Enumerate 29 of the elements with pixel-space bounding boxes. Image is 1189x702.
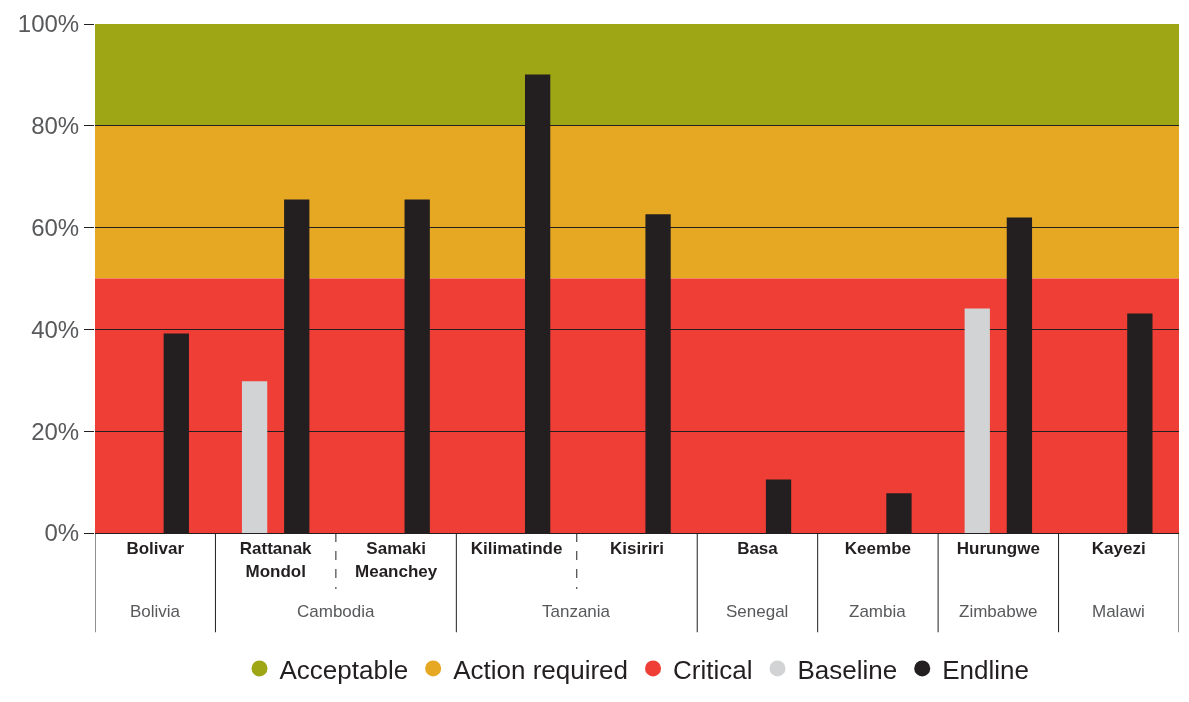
legend-label: Baseline [797,654,898,685]
text: Tanzania [542,602,611,621]
text: Senegal [726,602,789,621]
y-tick-label: 60% [31,214,80,241]
legend-label: Critical [673,654,753,685]
legend-label: Endline [942,654,1029,685]
x-tick-label: Hurungwe [956,539,1040,559]
y-tick-label: 40% [31,315,80,343]
y-tick-label: 80% [31,112,80,140]
text: Cambodia [297,602,376,621]
x-tick-label: Samaki Meanchey [355,539,438,581]
legend-label: Acceptable [279,654,409,685]
x-tick-label: Bolivar [126,539,185,559]
bar [241,381,268,533]
text: Zambia [849,602,907,621]
x-tick-label: Kayezi [1091,539,1146,559]
legend-label: Action required [453,654,629,685]
x-tick-label: Kilimatinde [470,539,563,559]
text: Bolivia [130,602,181,621]
x-tick-label: Keembe [844,539,911,559]
y-tick-label: 100% [17,10,80,38]
x-tick-label: Basa [737,539,779,559]
x-tick-label: Kisiriri [610,539,664,559]
text: Malawi [1092,602,1145,621]
y-tick-label: 0% [44,519,80,547]
x-tick-label: Rattanak Mondol [239,539,313,581]
text: Zimbabwe [959,602,1038,621]
bar [964,308,990,533]
y-tick-label: 20% [31,417,80,445]
